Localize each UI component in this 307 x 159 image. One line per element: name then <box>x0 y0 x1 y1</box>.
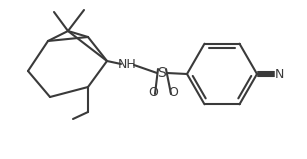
Text: O: O <box>148 86 158 98</box>
Text: O: O <box>168 86 178 98</box>
Text: N: N <box>274 68 284 80</box>
Text: S: S <box>157 66 166 80</box>
Text: NH: NH <box>118 59 136 72</box>
